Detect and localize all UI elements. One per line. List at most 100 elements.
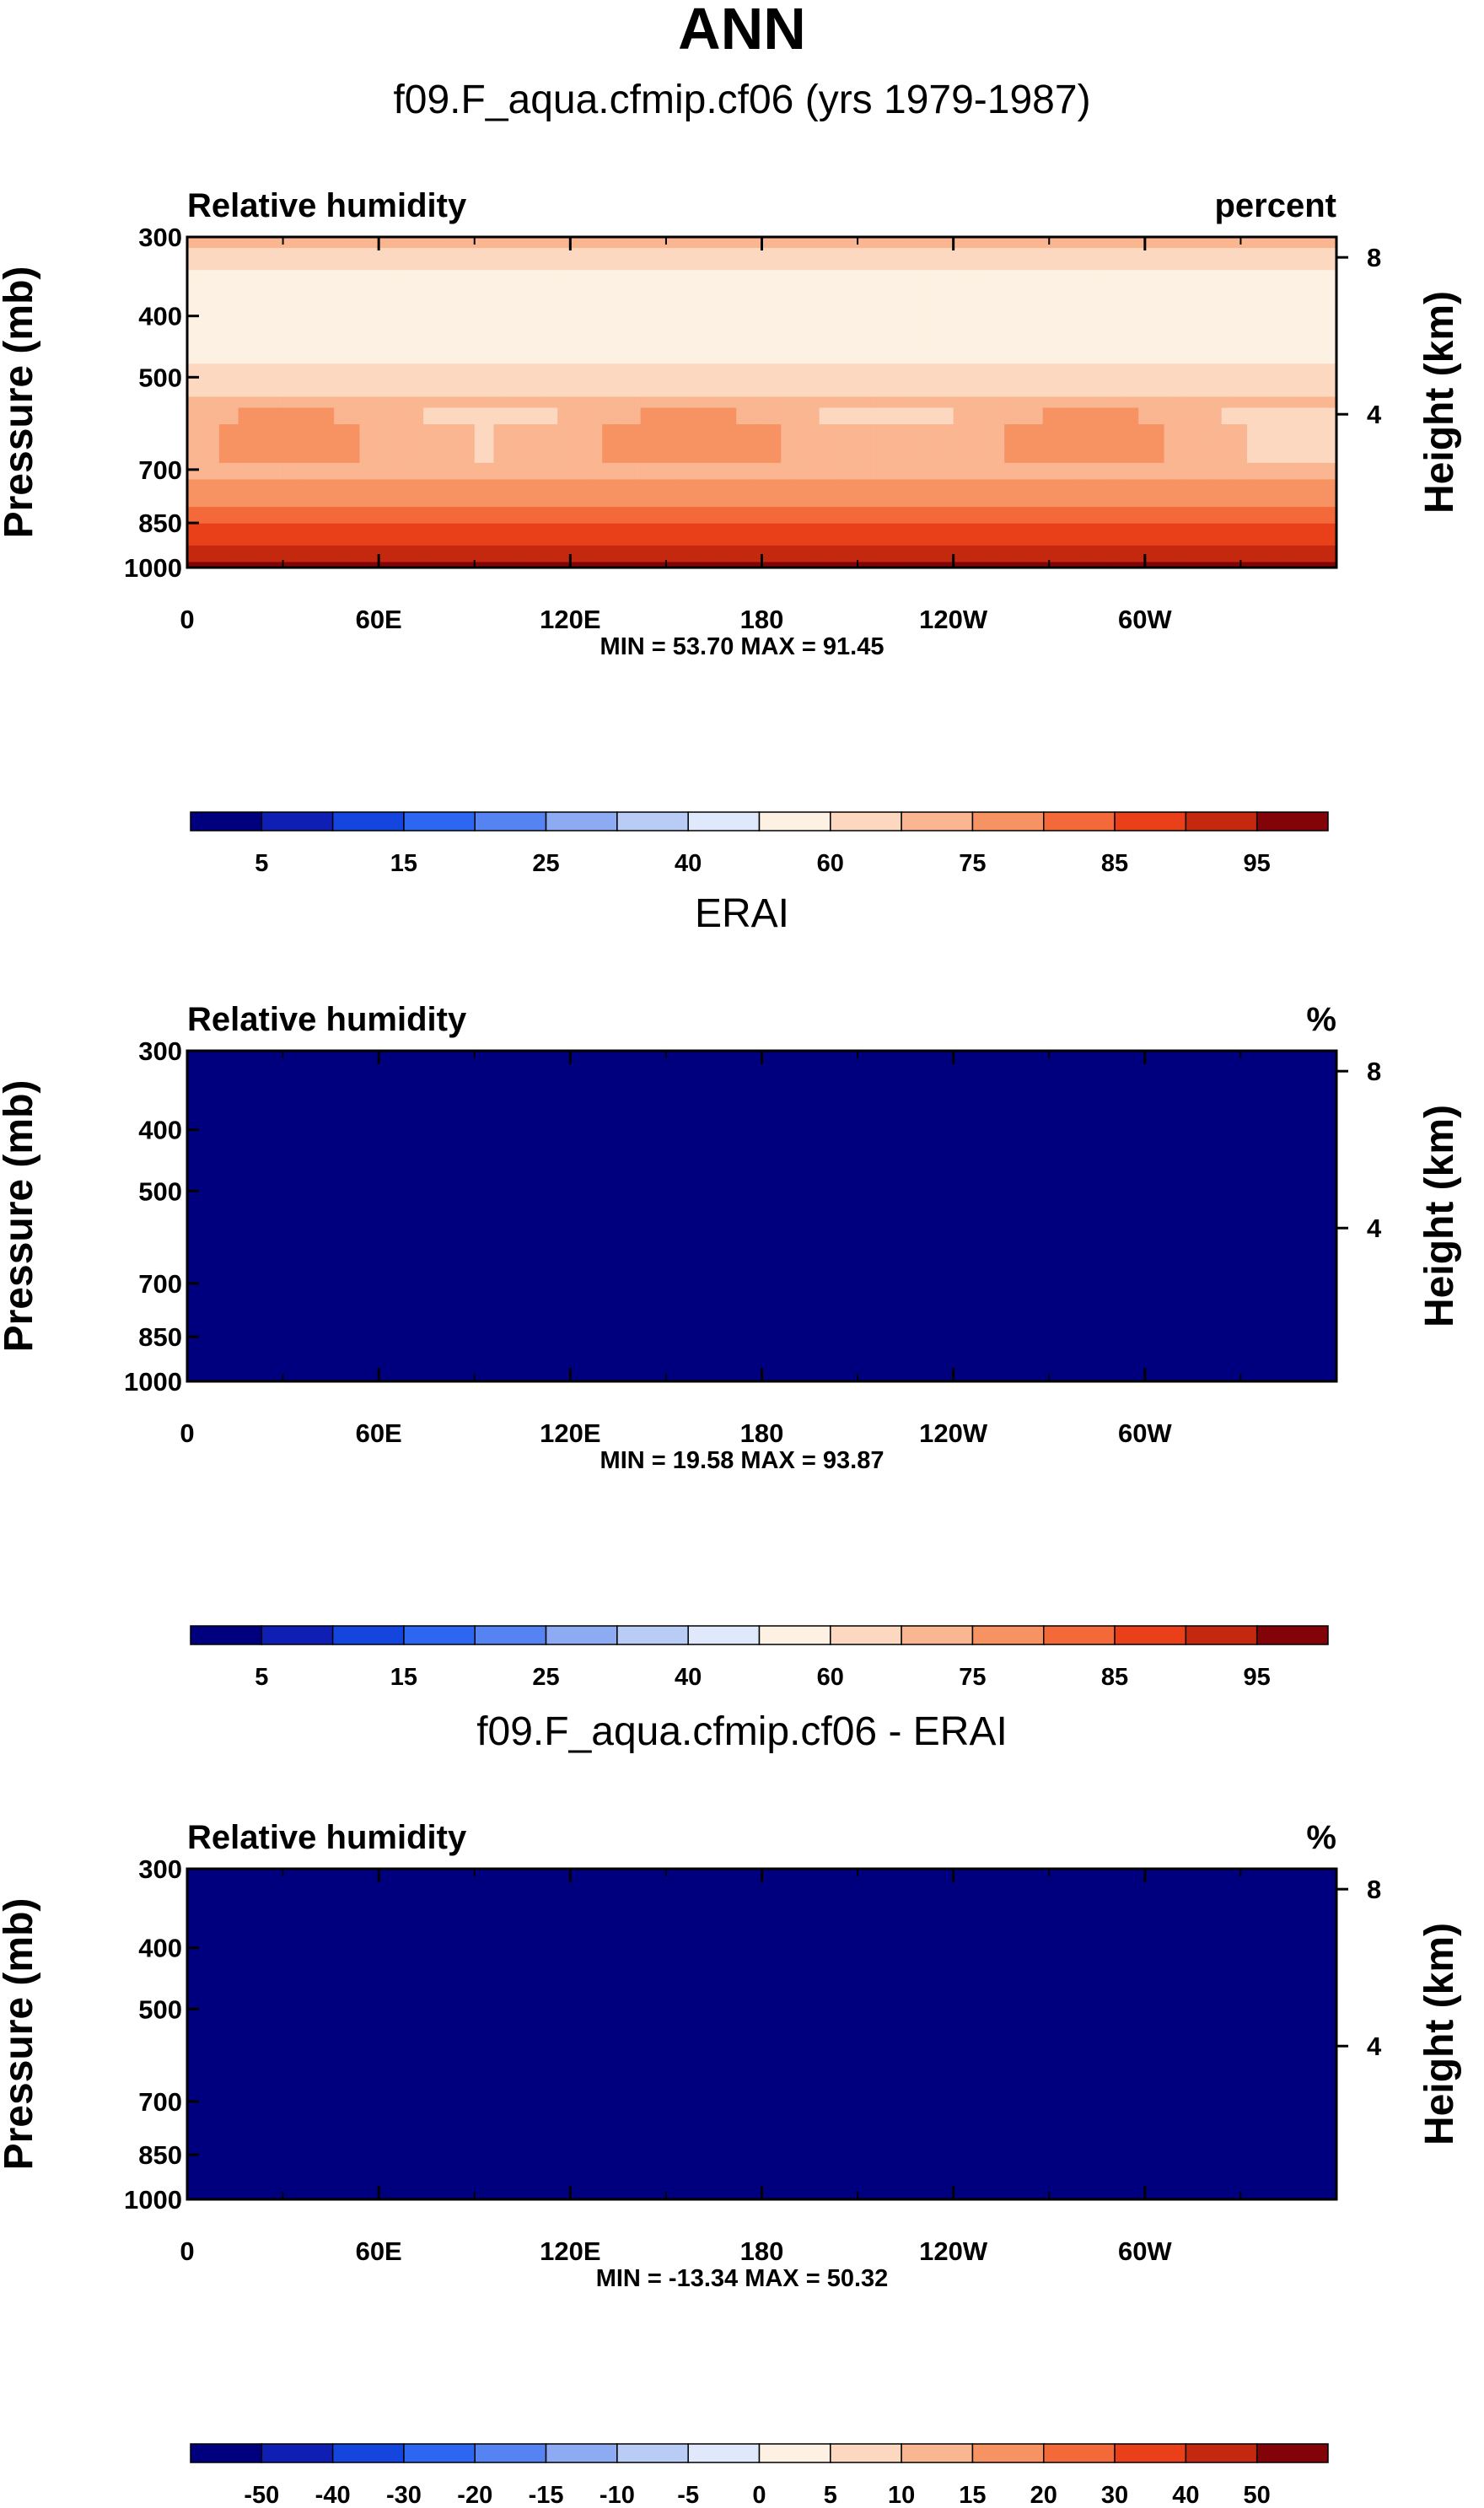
heatmap-cell: [1113, 265, 1120, 271]
heatmap-cell: [845, 243, 852, 249]
heatmap-cell: [686, 281, 692, 287]
heatmap-cell: [366, 243, 373, 249]
heatmap-cell: [1126, 276, 1132, 282]
heatmap-cell: [788, 336, 794, 342]
heatmap-cell: [1298, 320, 1305, 326]
heatmap-cell: [481, 380, 487, 386]
heatmap-cell: [596, 265, 603, 271]
heatmap-cell: [347, 353, 353, 358]
heatmap-cell: [877, 292, 884, 298]
heatmap-cell: [820, 287, 826, 293]
heatmap-cell: [232, 353, 239, 358]
heatmap-cell: [1304, 254, 1311, 260]
heatmap-cell: [302, 369, 309, 375]
heatmap-cell: [768, 303, 775, 309]
heatmap-cell: [788, 369, 794, 375]
heatmap-cell: [251, 385, 258, 391]
heatmap-cell: [1138, 281, 1145, 287]
heatmap-cell: [1177, 336, 1184, 342]
heatmap-cell: [225, 347, 232, 353]
heatmap-cell: [1215, 374, 1222, 380]
heatmap-cell: [1240, 374, 1247, 380]
heatmap-cell: [807, 342, 814, 347]
heatmap-cell: [960, 303, 966, 309]
heatmap-cell: [500, 342, 507, 347]
heatmap-cell: [487, 358, 494, 364]
heatmap-cell: [1234, 309, 1241, 315]
heatmap-cell: [641, 248, 648, 254]
heatmap-cell: [838, 303, 845, 309]
heatmap-cell: [1004, 363, 1011, 369]
heatmap-cell: [1304, 314, 1311, 320]
heatmap-cell: [309, 380, 315, 386]
heatmap-cell: [564, 342, 571, 347]
heatmap-cell: [538, 358, 545, 364]
heatmap-cell: [251, 309, 258, 315]
heatmap-cell: [1266, 369, 1273, 375]
heatmap-cell: [986, 298, 992, 304]
heatmap-cell: [207, 380, 213, 386]
heatmap-cell: [825, 276, 832, 282]
heatmap-cell: [1234, 320, 1241, 326]
heatmap-cell: [283, 374, 290, 380]
heatmap-cell: [1062, 374, 1068, 380]
heatmap-cell: [507, 309, 513, 315]
heatmap-cell: [449, 320, 455, 326]
heatmap-cell: [870, 298, 877, 304]
heatmap-cell: [270, 326, 277, 331]
heatmap-cell: [672, 303, 679, 309]
heatmap-cell: [251, 358, 258, 364]
heatmap-cell: [1043, 363, 1050, 369]
heatmap-cell: [296, 320, 303, 326]
heatmap-cell: [1311, 292, 1318, 298]
heatmap-cell: [1145, 298, 1152, 304]
heatmap-cell: [1120, 336, 1126, 342]
heatmap-cell: [232, 298, 239, 304]
heatmap-cell: [207, 369, 213, 375]
heatmap-cell: [686, 298, 692, 304]
heatmap-cell: [634, 292, 641, 298]
heatmap-cell: [615, 281, 621, 287]
heatmap-cell: [1285, 254, 1292, 260]
heatmap-cell: [870, 342, 877, 347]
heatmap-cell: [359, 358, 366, 364]
heatmap-cell: [481, 314, 487, 320]
heatmap-cell: [609, 336, 616, 342]
heatmap-cell: [1260, 270, 1266, 276]
heatmap-cell: [417, 347, 424, 353]
heatmap-cell: [858, 331, 864, 336]
heatmap-cell: [1132, 298, 1139, 304]
heatmap-cell: [557, 331, 564, 336]
heatmap-cell: [928, 347, 934, 353]
heatmap-cell: [1222, 336, 1229, 342]
heatmap-cell: [264, 298, 271, 304]
heatmap-cell: [1324, 336, 1331, 342]
heatmap-cell: [659, 369, 666, 375]
heatmap-cell: [1145, 336, 1152, 342]
heatmap-cell: [775, 369, 782, 375]
heatmap-cell: [825, 259, 832, 265]
heatmap-cell: [1311, 298, 1318, 304]
heatmap-cell: [864, 369, 871, 375]
heatmap-cell: [852, 342, 858, 347]
heatmap-cell: [1017, 314, 1024, 320]
heatmap-cell: [1151, 298, 1158, 304]
heatmap-cell: [788, 358, 794, 364]
heatmap-cell: [1272, 270, 1279, 276]
heatmap-cell: [309, 363, 315, 369]
heatmap-cell: [1145, 254, 1152, 260]
heatmap-cell: [730, 281, 737, 287]
heatmap-cell: [755, 374, 762, 380]
heatmap-cell: [755, 385, 762, 391]
heatmap-cell: [430, 243, 437, 249]
heatmap-cell: [341, 320, 347, 326]
heatmap-cell: [1017, 369, 1024, 375]
heatmap-cell: [1011, 276, 1018, 282]
heatmap-cell: [832, 385, 839, 391]
heatmap-cell: [525, 363, 532, 369]
heatmap-cell: [596, 281, 603, 287]
heatmap-cell: [723, 326, 730, 331]
heatmap-cell: [257, 336, 264, 342]
heatmap-cell: [749, 314, 755, 320]
heatmap-cell: [1202, 320, 1209, 326]
